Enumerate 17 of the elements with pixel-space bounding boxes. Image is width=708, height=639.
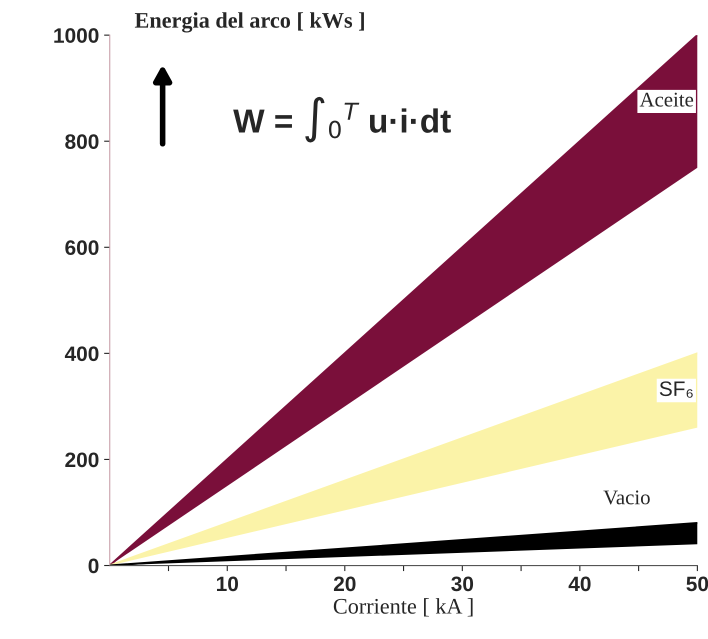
y-tick-label: 400 bbox=[64, 346, 98, 362]
y-axis-title: Energia del arco [ kWs ] bbox=[134, 12, 364, 33]
y-tick-label: 1000 bbox=[54, 28, 98, 43]
series-label: SF₆ bbox=[660, 381, 693, 398]
series-label: Vacio bbox=[603, 490, 650, 505]
x-tick-label: 50 bbox=[686, 576, 708, 592]
x-tick-label: 10 bbox=[216, 576, 238, 592]
x-tick-label: 30 bbox=[451, 576, 474, 592]
x-tick-label: 40 bbox=[568, 576, 591, 592]
series-label: Aceite bbox=[640, 92, 694, 107]
y-tick-label: 200 bbox=[65, 452, 98, 468]
y-tick-label: 0 bbox=[88, 558, 98, 574]
y-tick-label: 800 bbox=[65, 134, 98, 149]
annotation: W = ∫$_{0}$$^{T}$ u·i·dt bbox=[233, 96, 451, 143]
y-tick-label: 600 bbox=[65, 240, 98, 256]
x-tick-label: 20 bbox=[334, 576, 356, 592]
x-axis-title: Corriente [ kA ] bbox=[334, 598, 473, 617]
